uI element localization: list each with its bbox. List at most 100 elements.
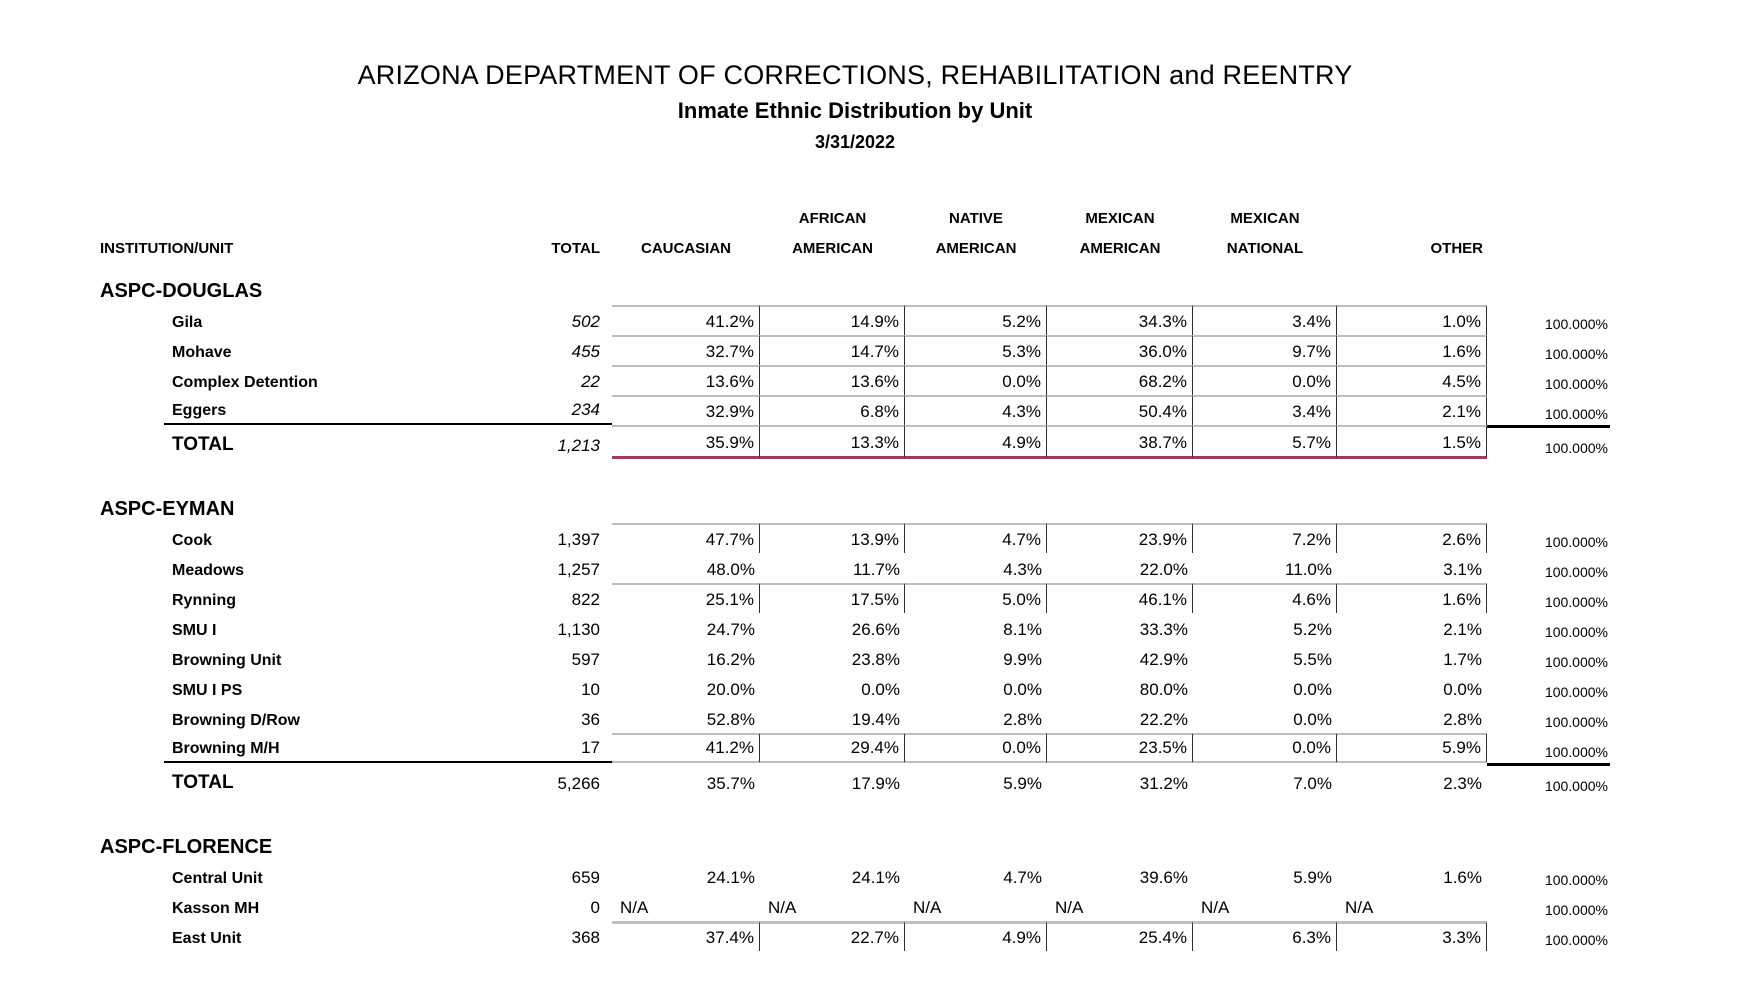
row-total-cell: 100.000% xyxy=(1544,902,1608,918)
gap-cell xyxy=(600,733,612,763)
pct-cell: N/A xyxy=(1055,898,1084,917)
unit-name-cell: SMU I xyxy=(172,622,217,639)
pct-cell: 22.0% xyxy=(1139,560,1188,579)
gap-cell xyxy=(600,891,612,921)
section-total-row: TOTAL 1,213 35.9% 13.3% 4.9% 38.7% 5.7% 1.5% 100… xyxy=(100,425,1610,459)
pct-cell: 5.9% xyxy=(1337,733,1487,763)
row-total-cell: 100.000% xyxy=(1544,744,1608,760)
col-header-native-line2: AMERICAN xyxy=(935,240,1017,257)
gap-cell xyxy=(600,583,612,613)
unit-name-cell: Meadows xyxy=(172,562,245,579)
table-row: Browning D/Row 36 52.8% 19.4% 2.8% 22.2% 0.0% 2… xyxy=(100,703,1610,733)
table-row: East Unit 368 37.4% 22.7% 4.9% 25.4% 6.3% 3.3% 1… xyxy=(100,921,1610,951)
table-header: AFRICAN NATIVE MEXICAN MEXICAN INSTITUTI… xyxy=(100,203,1610,261)
pct-cell: 1.6% xyxy=(1443,868,1482,887)
pct-cell: 9.9% xyxy=(1003,650,1042,669)
unit-name-cell: Browning M/H xyxy=(164,733,460,763)
pct-cell: 5.9% xyxy=(1003,774,1042,793)
table-header-row-2: INSTITUTION/UNIT TOTAL CAUCASIAN AMERICA… xyxy=(100,231,1610,261)
pct-cell: 5.2% xyxy=(1293,620,1332,639)
col-header-native-line1: NATIVE xyxy=(949,210,1003,227)
table-row: Central Unit 659 24.1% 24.1% 4.7% 39.6% 5.9% 1.… xyxy=(100,861,1610,891)
gap-cell xyxy=(600,673,612,703)
col-header-institution: INSTITUTION/UNIT xyxy=(100,240,234,257)
pct-cell: 32.7% xyxy=(612,335,760,365)
pct-cell: 46.1% xyxy=(1047,583,1193,613)
row-total-cell: 100.000% xyxy=(1544,534,1608,550)
pct-cell: 4.5% xyxy=(1337,365,1487,395)
col-header-african-line1: AFRICAN xyxy=(798,210,867,227)
row-total-cell: 100.000% xyxy=(1544,564,1608,580)
total-cell: 36 xyxy=(581,710,600,729)
total-cell: 1,397 xyxy=(557,530,600,549)
row-indent xyxy=(100,335,164,365)
pct-cell: 6.3% xyxy=(1193,921,1337,951)
pct-cell: N/A xyxy=(620,898,649,917)
pct-cell: 1.7% xyxy=(1443,650,1482,669)
pct-cell: 0.0% xyxy=(1193,365,1337,395)
pct-cell: 11.0% xyxy=(1285,560,1332,579)
row-total-cell: 100.000% xyxy=(1487,763,1610,797)
pct-cell: 4.9% xyxy=(905,425,1047,459)
total-cell: 5,266 xyxy=(557,774,600,793)
pct-cell: 0.0% xyxy=(905,365,1047,395)
pct-cell: 7.0% xyxy=(1293,774,1332,793)
unit-name-cell: Browning D/Row xyxy=(172,712,300,729)
section-aspc-douglas: ASPC-DOUGLAS Gila 502 41.2% 14.9% 5.2% 34.3% 3.… xyxy=(100,269,1610,459)
pct-cell: 4.3% xyxy=(1003,560,1042,579)
pct-cell: 5.5% xyxy=(1293,650,1332,669)
row-total-cell: 100.000% xyxy=(1544,872,1608,888)
pct-cell: 35.9% xyxy=(612,425,760,459)
total-cell: 822 xyxy=(571,590,600,609)
row-total-cell: 100.000% xyxy=(1544,624,1608,640)
pct-cell: 3.1% xyxy=(1443,560,1482,579)
pct-cell: 5.7% xyxy=(1193,425,1337,459)
row-indent xyxy=(100,733,164,763)
pct-cell: 1.0% xyxy=(1337,305,1487,335)
row-total-cell: 100.000% xyxy=(1544,684,1608,700)
pct-cell: 37.4% xyxy=(612,921,760,951)
section-header: ASPC-DOUGLAS xyxy=(100,280,263,302)
pct-cell: 39.6% xyxy=(1139,868,1188,887)
page-subtitle: Inmate Ethnic Distribution by Unit xyxy=(677,98,1033,123)
total-cell: 10 xyxy=(581,680,600,699)
total-label-cell: TOTAL xyxy=(172,772,234,793)
total-cell: 1,257 xyxy=(557,560,600,579)
header-spacer-right xyxy=(1487,231,1610,261)
pct-cell: 11.7% xyxy=(853,560,900,579)
pct-cell: 29.4% xyxy=(760,733,905,763)
pct-cell: 23.5% xyxy=(1047,733,1193,763)
gap-cell xyxy=(600,861,612,891)
table-row: Mohave 455 32.7% 14.7% 5.3% 36.0% 9.7% 1.6% 100.… xyxy=(100,335,1610,365)
unit-name-cell: Gila xyxy=(172,314,203,331)
col-header-other: OTHER xyxy=(1430,240,1484,257)
total-cell: 455 xyxy=(571,342,600,361)
pct-cell: 1.6% xyxy=(1337,583,1487,613)
pct-cell: 5.9% xyxy=(1293,868,1332,887)
pct-cell: 3.4% xyxy=(1193,305,1337,335)
pct-cell: 52.8% xyxy=(706,710,755,729)
unit-name-cell: Browning Unit xyxy=(172,652,282,669)
total-cell: 22 xyxy=(581,372,600,391)
pct-cell: 25.4% xyxy=(1047,921,1193,951)
unit-name-cell: Cook xyxy=(172,532,212,549)
pct-cell: 32.9% xyxy=(612,395,760,425)
pct-cell: 14.7% xyxy=(760,335,905,365)
pct-cell: 0.0% xyxy=(1003,680,1042,699)
pct-cell: 3.4% xyxy=(1193,395,1337,425)
pct-cell: 0.0% xyxy=(905,733,1047,763)
pct-cell: 16.2% xyxy=(706,650,755,669)
gap-cell xyxy=(600,335,612,365)
pct-cell: 41.2% xyxy=(612,733,760,763)
total-cell: 597 xyxy=(571,650,600,669)
pct-cell: 5.0% xyxy=(905,583,1047,613)
pct-cell: 2.3% xyxy=(1443,774,1482,793)
total-label-cell: TOTAL xyxy=(172,434,234,455)
row-indent xyxy=(100,523,164,553)
pct-cell: 5.2% xyxy=(905,305,1047,335)
gap-cell xyxy=(600,643,612,673)
row-indent xyxy=(100,643,164,673)
gap-cell xyxy=(600,553,612,583)
row-total-cell: 100.000% xyxy=(1544,316,1608,332)
pct-cell: 4.3% xyxy=(905,395,1047,425)
